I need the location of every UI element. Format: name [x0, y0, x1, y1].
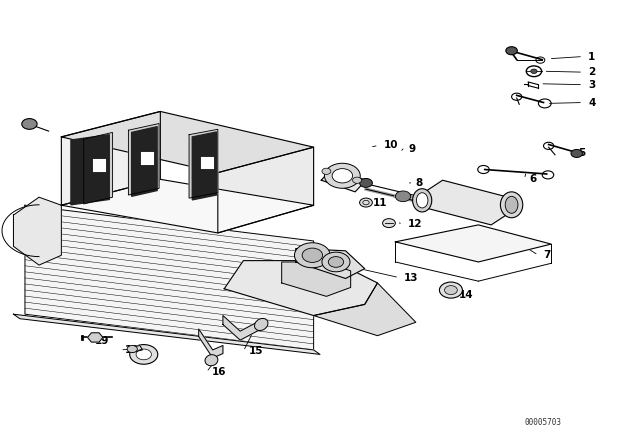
Text: 12: 12: [408, 219, 422, 229]
Text: 18: 18: [125, 345, 140, 355]
Polygon shape: [422, 180, 511, 225]
Text: 13: 13: [404, 272, 419, 283]
Circle shape: [506, 47, 517, 55]
Circle shape: [130, 345, 158, 364]
Text: 5: 5: [579, 147, 586, 158]
Polygon shape: [198, 329, 223, 358]
Circle shape: [360, 198, 372, 207]
Text: 10: 10: [384, 140, 398, 151]
Circle shape: [332, 168, 353, 183]
Circle shape: [396, 191, 411, 202]
Circle shape: [22, 119, 37, 129]
Circle shape: [531, 69, 537, 73]
Text: 8: 8: [416, 178, 423, 188]
Polygon shape: [132, 127, 157, 196]
Polygon shape: [71, 135, 109, 205]
Text: 16: 16: [211, 367, 226, 377]
Circle shape: [360, 178, 372, 187]
Ellipse shape: [255, 319, 268, 331]
Text: 00005703: 00005703: [524, 418, 561, 427]
Ellipse shape: [417, 193, 428, 208]
Circle shape: [445, 286, 458, 295]
Polygon shape: [189, 129, 218, 198]
Polygon shape: [321, 168, 366, 192]
Polygon shape: [25, 205, 314, 350]
Polygon shape: [223, 315, 261, 340]
Ellipse shape: [500, 192, 523, 218]
Circle shape: [324, 163, 360, 188]
Polygon shape: [61, 112, 161, 205]
Polygon shape: [218, 147, 314, 233]
Circle shape: [294, 243, 330, 268]
Bar: [92, 158, 106, 172]
Polygon shape: [88, 333, 103, 342]
Circle shape: [322, 252, 350, 272]
Polygon shape: [314, 283, 416, 336]
Polygon shape: [13, 197, 61, 265]
Polygon shape: [192, 132, 216, 200]
Text: 3: 3: [588, 80, 595, 90]
Polygon shape: [224, 261, 378, 315]
Text: 1: 1: [588, 52, 595, 61]
Polygon shape: [84, 133, 113, 204]
Circle shape: [571, 150, 582, 157]
Circle shape: [136, 349, 152, 360]
Text: 11: 11: [372, 198, 387, 207]
Circle shape: [127, 345, 138, 353]
Circle shape: [302, 248, 323, 263]
Text: 4: 4: [588, 98, 596, 108]
Text: 2: 2: [588, 67, 595, 77]
Text: 7: 7: [543, 250, 551, 260]
Circle shape: [383, 219, 396, 228]
Polygon shape: [129, 124, 159, 195]
Polygon shape: [61, 112, 314, 172]
Ellipse shape: [205, 355, 218, 366]
Circle shape: [322, 168, 331, 174]
Circle shape: [328, 257, 344, 267]
Text: 6: 6: [529, 174, 537, 184]
Ellipse shape: [505, 196, 518, 213]
Polygon shape: [13, 314, 320, 354]
Bar: [140, 151, 154, 164]
Text: 9: 9: [408, 144, 415, 154]
Polygon shape: [282, 262, 351, 296]
Polygon shape: [296, 249, 365, 279]
Text: 17: 17: [140, 356, 154, 366]
Text: 14: 14: [460, 289, 474, 300]
Text: 19: 19: [95, 336, 109, 346]
Polygon shape: [61, 179, 314, 233]
Text: 15: 15: [248, 346, 263, 356]
Bar: [200, 155, 214, 169]
Polygon shape: [129, 345, 143, 353]
Polygon shape: [396, 225, 551, 262]
Circle shape: [440, 282, 463, 298]
Circle shape: [353, 177, 362, 183]
Ellipse shape: [413, 189, 432, 212]
